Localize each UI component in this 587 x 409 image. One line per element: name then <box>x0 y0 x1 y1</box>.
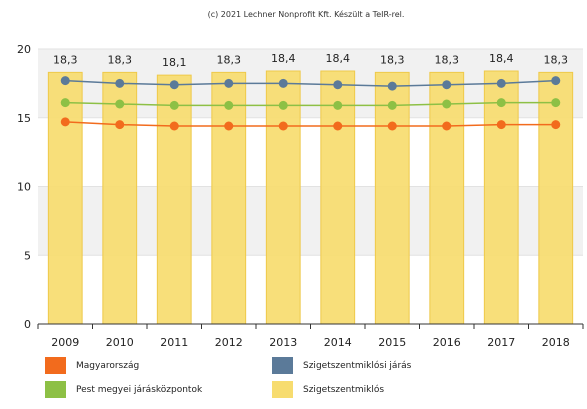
series-point <box>224 121 234 131</box>
y-tick-label: 10 <box>17 181 31 194</box>
x-tick-label: 2010 <box>106 336 134 349</box>
x-tick-label: 2017 <box>487 336 515 349</box>
series-point <box>333 100 343 110</box>
series-point <box>442 80 452 90</box>
series-point <box>169 100 179 110</box>
bar-value-label: 18,3 <box>217 53 242 66</box>
bar <box>538 71 574 325</box>
series-point <box>224 78 234 88</box>
bar <box>47 71 83 325</box>
bar <box>374 71 410 325</box>
x-tick-label: 2011 <box>160 336 188 349</box>
bar <box>156 74 192 325</box>
series-point <box>115 78 125 88</box>
bar-value-label: 18,3 <box>380 53 405 66</box>
series-point <box>60 76 70 86</box>
series-line <box>65 101 556 107</box>
series-point <box>442 121 452 131</box>
series-line <box>65 79 556 87</box>
bar <box>211 71 247 325</box>
series-point <box>115 99 125 109</box>
series-point <box>496 120 506 130</box>
bar-value-label: 18,3 <box>53 53 78 66</box>
bar-value-label: 18,4 <box>271 52 296 65</box>
bar-value-label: 18,3 <box>108 53 133 66</box>
series-point <box>387 100 397 110</box>
x-tick-label: 2013 <box>269 336 297 349</box>
chart-credit: (c) 2021 Lechner Nonprofit Kft. Készült … <box>208 9 405 19</box>
x-tick-label: 2018 <box>542 336 570 349</box>
x-tick-label: 2016 <box>433 336 461 349</box>
x-tick-label: 2012 <box>215 336 243 349</box>
bar-value-label: 18,1 <box>162 56 187 69</box>
bar <box>320 70 356 325</box>
series-point <box>60 98 70 108</box>
series-point <box>169 80 179 90</box>
series-line <box>65 121 556 127</box>
series-point <box>387 81 397 91</box>
series-point <box>387 121 397 131</box>
series-point <box>333 121 343 131</box>
y-tick-label: 15 <box>17 112 31 125</box>
bar <box>102 71 138 325</box>
series-point <box>551 98 561 108</box>
series-point <box>278 78 288 88</box>
series-point <box>442 99 452 109</box>
series-point <box>333 80 343 90</box>
bar-value-label: 18,4 <box>326 52 351 65</box>
y-tick-label: 0 <box>24 318 31 331</box>
x-tick-label: 2015 <box>378 336 406 349</box>
series-point <box>551 120 561 130</box>
series-point <box>224 100 234 110</box>
y-tick-label: 20 <box>17 43 31 56</box>
series-point <box>278 121 288 131</box>
series-point <box>496 78 506 88</box>
series-point <box>169 121 179 131</box>
bar <box>429 71 465 325</box>
bar <box>483 70 519 325</box>
series-point <box>496 98 506 108</box>
bar <box>265 70 301 325</box>
bar-value-label: 18,4 <box>489 52 514 65</box>
series-point <box>115 120 125 130</box>
series-point <box>551 76 561 86</box>
y-tick-label: 5 <box>24 249 31 262</box>
bar-value-label: 18,3 <box>544 53 569 66</box>
series-point <box>60 117 70 127</box>
x-tick-label: 2009 <box>51 336 79 349</box>
bar-value-label: 18,3 <box>435 53 460 66</box>
x-tick-label: 2014 <box>324 336 352 349</box>
series-point <box>278 100 288 110</box>
